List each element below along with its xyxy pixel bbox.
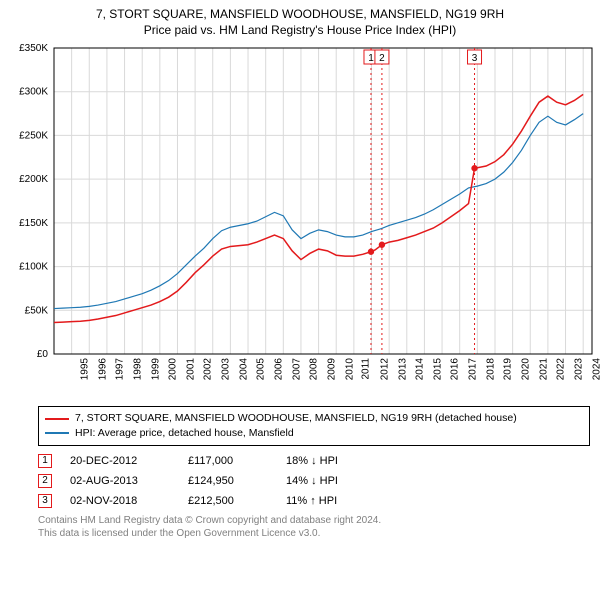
x-tick-label: 2010	[344, 358, 355, 380]
sales-table: 1 20-DEC-2012 £117,000 18% ↓ HPI 2 02-AUG-201…	[38, 454, 590, 508]
svg-text:£250K: £250K	[19, 131, 48, 142]
x-tick-label: 2006	[273, 358, 284, 380]
title-line-1: 7, STORT SQUARE, MANSFIELD WOODHOUSE, MA…	[10, 6, 590, 22]
sale-hpi-delta: 11% ↑ HPI	[286, 495, 337, 507]
x-tick-label: 2007	[291, 358, 302, 380]
x-tick-label: 1997	[115, 358, 126, 380]
x-tick-label: 1998	[132, 358, 143, 380]
x-tick-label: 2019	[503, 358, 514, 380]
svg-text:3: 3	[472, 53, 478, 64]
x-tick-label: 2005	[256, 358, 267, 380]
svg-text:£0: £0	[37, 349, 49, 360]
line-chart-svg: £0 £50K £100K £150K £200K £250K £300K £350K 12 3	[0, 40, 600, 400]
svg-text:£350K: £350K	[19, 43, 48, 54]
x-tick-label: 2011	[361, 358, 372, 380]
x-tick-label: 2021	[538, 358, 549, 380]
sale-marker-number: 3	[38, 494, 52, 508]
x-tick-label: 2017	[467, 358, 478, 380]
svg-text:2: 2	[379, 53, 385, 64]
legend-label: 7, STORT SQUARE, MANSFIELD WOODHOUSE, MA…	[75, 411, 517, 426]
x-tick-label: 1999	[150, 358, 161, 380]
x-tick-label: 2004	[238, 358, 249, 380]
chart-area: £0£50K£100K£150K£200K£250K£300K£350K123 …	[0, 40, 600, 400]
x-tick-label: 2002	[203, 358, 214, 380]
sale-row: 1 20-DEC-2012 £117,000 18% ↓ HPI	[38, 454, 590, 468]
x-tick-label: 2020	[520, 358, 531, 380]
x-tick-label: 2000	[167, 358, 178, 380]
x-tick-label: 2008	[309, 358, 320, 380]
x-tick-label: 2001	[185, 358, 196, 380]
attribution-line-1: Contains HM Land Registry data © Crown c…	[38, 514, 590, 528]
x-tick-label: 2003	[220, 358, 231, 380]
x-tick-label: 2014	[414, 358, 425, 380]
sale-price: £117,000	[188, 455, 268, 467]
legend-box: 7, STORT SQUARE, MANSFIELD WOODHOUSE, MA…	[38, 406, 590, 445]
x-tick-label: 2018	[485, 358, 496, 380]
x-tick-label: 2016	[450, 358, 461, 380]
sale-price: £124,950	[188, 475, 268, 487]
title-line-2: Price paid vs. HM Land Registry's House …	[10, 22, 590, 38]
sale-price: £212,500	[188, 495, 268, 507]
attribution-text: Contains HM Land Registry data © Crown c…	[38, 514, 590, 541]
sale-row: 3 02-NOV-2018 £212,500 11% ↑ HPI	[38, 494, 590, 508]
legend-swatch	[45, 432, 69, 434]
sale-date: 02-NOV-2018	[70, 495, 170, 507]
sale-date: 20-DEC-2012	[70, 455, 170, 467]
sale-row: 2 02-AUG-2013 £124,950 14% ↓ HPI	[38, 474, 590, 488]
attribution-line-2: This data is licensed under the Open Gov…	[38, 527, 590, 541]
svg-text:£100K: £100K	[19, 262, 48, 273]
legend-swatch	[45, 418, 69, 420]
svg-text:1: 1	[368, 53, 374, 64]
svg-text:£300K: £300K	[19, 87, 48, 98]
x-tick-label: 2015	[432, 358, 443, 380]
sale-marker-number: 2	[38, 474, 52, 488]
x-tick-label: 1995	[79, 358, 90, 380]
legend-row: 7, STORT SQUARE, MANSFIELD WOODHOUSE, MA…	[45, 411, 583, 426]
sale-marker-number: 1	[38, 454, 52, 468]
x-tick-label: 2024	[591, 358, 600, 380]
x-tick-label: 2023	[573, 358, 584, 380]
sale-date: 02-AUG-2013	[70, 475, 170, 487]
x-tick-label: 2013	[397, 358, 408, 380]
chart-title-block: 7, STORT SQUARE, MANSFIELD WOODHOUSE, MA…	[0, 0, 600, 40]
svg-text:£50K: £50K	[25, 306, 49, 317]
x-tick-label: 2022	[556, 358, 567, 380]
x-tick-label: 2012	[379, 358, 390, 380]
sale-hpi-delta: 14% ↓ HPI	[286, 475, 338, 487]
legend-row: HPI: Average price, detached house, Mans…	[45, 426, 583, 441]
sale-hpi-delta: 18% ↓ HPI	[286, 455, 338, 467]
x-tick-label: 2009	[326, 358, 337, 380]
svg-text:£150K: £150K	[19, 218, 48, 229]
svg-text:£200K: £200K	[19, 175, 48, 186]
x-tick-label: 1996	[97, 358, 108, 380]
legend-label: HPI: Average price, detached house, Mans…	[75, 426, 294, 441]
